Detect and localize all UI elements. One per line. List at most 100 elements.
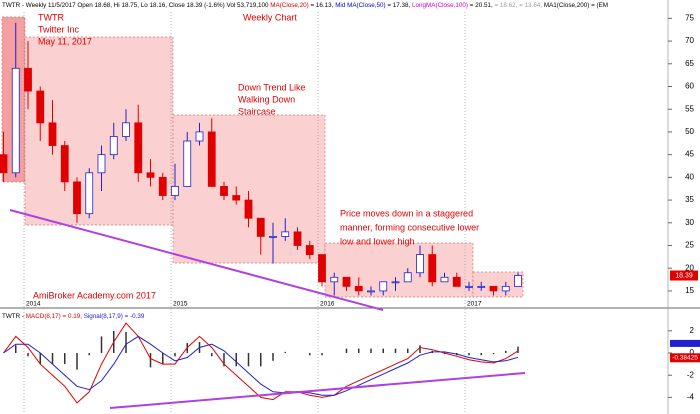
annotation: Walking Down	[238, 94, 295, 104]
candle-body	[403, 272, 412, 283]
candle-body	[428, 254, 437, 283]
candle-body	[489, 285, 498, 292]
zone	[24, 36, 174, 226]
y-tick-label: 30	[685, 218, 694, 227]
candle-body	[354, 285, 363, 292]
candle-body	[195, 131, 204, 142]
annotation: TWTR	[38, 12, 64, 22]
candle-body	[134, 122, 143, 174]
candle-body	[60, 145, 69, 183]
candle-body	[367, 290, 375, 293]
header-part: MACD(8,17) = 0.19,	[26, 313, 84, 320]
header-part: = 17.38,	[386, 2, 412, 9]
candle-body	[452, 276, 461, 287]
candle-body	[416, 254, 424, 274]
candle-body	[281, 231, 290, 237]
header-part: TWTR -	[2, 313, 26, 320]
candle-body	[0, 154, 8, 174]
candle-body	[220, 186, 228, 196]
candle-body	[465, 285, 473, 288]
y-tick-label: 0	[690, 348, 695, 357]
candle-body	[24, 67, 32, 92]
header-part: = 18.62,	[494, 2, 519, 9]
candle-body	[318, 254, 326, 283]
header-part: Signal(8,17,9) = -0.39	[84, 313, 145, 320]
annotation: Price moves down in a staggered	[340, 208, 473, 218]
candle-body	[73, 181, 81, 215]
y-tick-label: 70	[685, 36, 694, 45]
y-tick-label: 25	[685, 241, 694, 250]
header-part: Mid MA(Close,50)	[335, 2, 385, 9]
y-tick-label: 50	[685, 127, 694, 136]
y-tick-label: 20	[685, 263, 694, 272]
candle-body	[48, 122, 57, 146]
candle-body	[293, 231, 302, 246]
candle-body	[11, 67, 20, 174]
candle-body	[379, 281, 388, 292]
y-tick-label: 55	[685, 104, 694, 113]
candle-body	[440, 276, 449, 283]
value-label: -0.38425	[672, 355, 698, 362]
panel-header: TWTR - MACD(8,17) = 0.19, Signal(8,17,9)…	[2, 313, 145, 320]
y-tick-label: 2	[690, 326, 695, 335]
annotation: Twitter Inc	[38, 24, 80, 34]
value-box	[670, 270, 698, 281]
annotation: AmiBroker Academy.com 2017	[33, 290, 156, 300]
y-tick-label: -2	[687, 370, 695, 379]
y-tick-label: 40	[685, 172, 694, 181]
value-box	[670, 339, 700, 347]
candle-body	[146, 172, 155, 178]
candle-body	[232, 195, 241, 201]
header-part: = 13.64,	[519, 2, 544, 9]
y-tick-label: 35	[685, 195, 694, 204]
x-tick-label: 2014	[26, 301, 41, 308]
y-tick-label: 60	[685, 82, 694, 91]
candle-body	[256, 217, 265, 237]
x-tick-label: 2017	[467, 301, 482, 308]
annotation: manner, forming consecutive lower	[340, 222, 479, 232]
candle-body	[97, 154, 106, 174]
zone	[324, 242, 474, 298]
header-part: = 20.51,	[468, 2, 494, 9]
y-tick-label: -4	[687, 392, 695, 401]
header-part: TWTR - Weekly 11/5/2017 Open 18.68, Hi 1…	[2, 2, 270, 9]
annotation: Down Trend Like	[238, 82, 306, 92]
candle-body	[477, 285, 486, 288]
x-tick-label: 2016	[320, 301, 335, 308]
annotation: Staircase	[238, 106, 276, 116]
candle-body	[122, 122, 130, 137]
candle-body	[269, 236, 277, 238]
trend-line	[109, 372, 526, 409]
y-tick-label: 15	[685, 286, 694, 295]
candle-body	[207, 131, 216, 187]
trend-line	[9, 209, 384, 311]
candle-body	[330, 276, 339, 283]
header-part: LongMA(Close,100)	[412, 2, 468, 9]
annotation: low and lower high	[340, 236, 415, 246]
header-part: = 16.13,	[309, 2, 335, 9]
value-label: 18.39	[675, 272, 693, 279]
header-part: MA1(Close,200) = (EM	[544, 2, 608, 9]
annotation: Weekly Chart	[243, 12, 297, 22]
macd-line	[3, 335, 519, 396]
candle-body	[305, 245, 314, 255]
candle-body	[244, 199, 253, 219]
candle-body	[514, 275, 522, 287]
x-tick-label: 2015	[173, 301, 188, 308]
y-tick-label: 45	[685, 150, 694, 159]
candle-body	[183, 140, 192, 187]
candle-body	[342, 276, 351, 287]
candle-body	[171, 186, 179, 196]
y-tick-label: 65	[685, 59, 694, 68]
y-tick-label: 75	[685, 13, 694, 22]
candle-body	[109, 136, 118, 156]
candle-body	[36, 90, 45, 124]
candle-body	[85, 172, 94, 215]
candle-body	[501, 285, 510, 292]
candle-body	[391, 281, 400, 284]
annotation: May 11, 2017	[38, 36, 92, 46]
macd-line	[3, 322, 519, 404]
header-part: MA(Close,20)	[270, 2, 309, 9]
value-box	[670, 353, 700, 363]
